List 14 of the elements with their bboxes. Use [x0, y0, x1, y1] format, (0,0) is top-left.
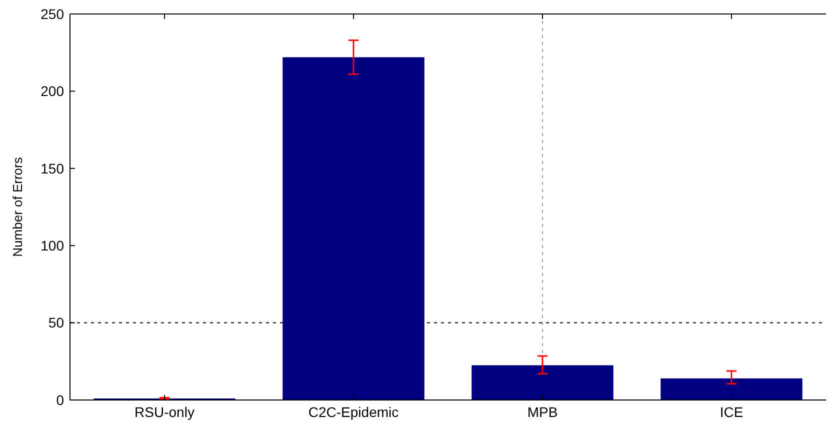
x-tick-label: C2C-Epidemic [308, 404, 399, 420]
bar [660, 378, 802, 400]
y-tick-label: 100 [40, 238, 64, 254]
x-tick-label: RSU-only [134, 404, 194, 420]
bar [472, 365, 614, 400]
bar [282, 57, 424, 400]
y-tick-label: 200 [40, 83, 64, 100]
x-tick-label: ICE [720, 404, 744, 420]
y-tick-label: 150 [40, 160, 64, 176]
x-tick-label: MPB [527, 404, 558, 420]
y-axis-title: Number of Errors [10, 156, 25, 257]
y-tick-label: 50 [48, 314, 64, 331]
y-tick-label: 0 [56, 392, 64, 408]
y-tick-label: 250 [40, 6, 64, 22]
